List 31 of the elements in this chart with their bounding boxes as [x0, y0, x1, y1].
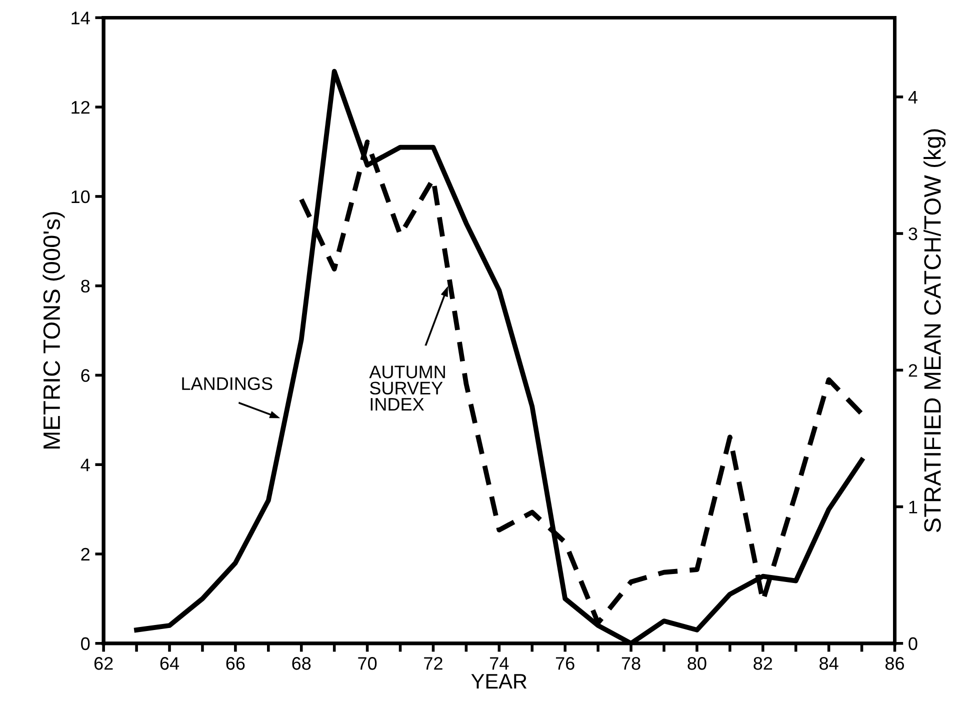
- x-tick-label: 74: [490, 657, 509, 670]
- x-tick-label: 82: [754, 657, 772, 670]
- y-axis-title: METRIC TONS (000's): [42, 212, 65, 448]
- y2-tick-label: 3: [908, 227, 918, 240]
- x-tick-label: 70: [358, 657, 377, 670]
- y-tick-label: 0: [81, 637, 90, 650]
- y-tick-label: 10: [72, 190, 90, 204]
- x-tick-label: 78: [622, 657, 640, 670]
- x-tick-label: 68: [292, 657, 311, 670]
- y2-tick-label: 4: [908, 91, 918, 104]
- y2-tick-label: 1: [909, 500, 918, 514]
- y-tick-label: 2: [81, 548, 90, 561]
- y-tick-label: 14: [72, 12, 90, 24]
- x-tick-label: 76: [556, 657, 574, 670]
- y-tick-label: 6: [81, 369, 90, 382]
- x-tick-label: 62: [94, 657, 113, 670]
- x-axis-title: YEAR: [471, 674, 527, 688]
- x-tick-label: 84: [820, 657, 838, 670]
- y-tick-label: 12: [72, 100, 90, 114]
- x-tick-label: 64: [160, 657, 180, 670]
- x-tick-label: 66: [226, 657, 245, 670]
- x-tick-label: 72: [424, 657, 442, 670]
- x-tick-label: 80: [688, 657, 706, 670]
- y2-tick-label: 0: [908, 637, 918, 650]
- series-label: AUTUMN SURVEY INDEX: [369, 366, 445, 411]
- y-tick-label: 4: [80, 458, 90, 472]
- x-tick-label: 86: [885, 657, 904, 670]
- y2-tick-label: 2: [908, 364, 918, 377]
- y-tick-label: 8: [81, 280, 90, 293]
- series-label: LANDINGS: [182, 377, 272, 390]
- y2-axis-title: STRATIFIED MEAN CATCH/TOW (kg): [924, 129, 946, 532]
